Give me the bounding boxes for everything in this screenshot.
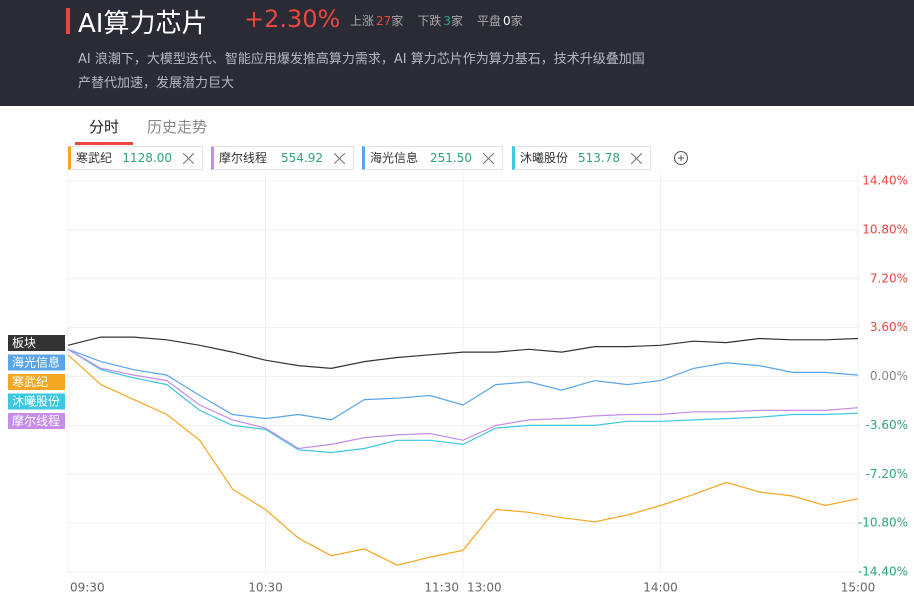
series-line: [67, 348, 859, 421]
stat-count: 27: [376, 14, 392, 28]
stock-chip: 沐曦股份 513.78: [512, 146, 651, 170]
tab[interactable]: 分时: [75, 114, 134, 145]
y-tick-label: -3.60%: [866, 418, 908, 432]
stock-chip: 海光信息 251.50: [362, 146, 503, 170]
stat-unit: 家: [510, 14, 523, 28]
stat-unit: 家: [391, 14, 404, 28]
legend-label: 摩尔线程: [12, 413, 60, 428]
stock-chip: 寒武纪 1128.00: [68, 146, 203, 170]
stock-price: 1128.00: [122, 151, 172, 165]
legend-swatch: [8, 374, 65, 390]
header: AI算力芯片 +2.30% 上涨 27家 下跌 3家 平盘 0家 AI 浪潮下，大模型迭代…: [0, 0, 914, 106]
legend-label: 板块: [12, 336, 36, 350]
tabs: 分时 历史走势: [75, 114, 221, 145]
stats: 上涨 27家 下跌 3家 平盘 0家: [350, 12, 523, 29]
y-tick-label: 0.00%: [870, 369, 908, 383]
stock-name: 沐曦股份: [520, 151, 569, 165]
x-tick-label: 09:30: [70, 581, 105, 595]
remove-button[interactable]: [183, 153, 194, 164]
stat-label: 平盘: [476, 14, 501, 28]
stat: 下跌 3家: [417, 12, 463, 29]
legend-label: 沐曦股份: [12, 395, 60, 409]
y-tick-label: -14.40%: [858, 565, 908, 579]
series-line: [67, 348, 859, 450]
remove-button[interactable]: [631, 153, 642, 164]
y-tick-label: 7.20%: [870, 271, 908, 285]
stat-label: 下跌: [417, 14, 442, 28]
stock-chip: 摩尔线程 554.92: [211, 146, 354, 170]
y-tick-label: 14.40%: [862, 174, 908, 188]
stat-count: 0: [503, 14, 511, 28]
stat-unit: 家: [450, 14, 463, 28]
legend-label: 寒武纪: [12, 374, 48, 389]
legend-swatch: [8, 393, 65, 410]
x-tick-label: 14:00: [643, 581, 678, 595]
change: +2.30%: [244, 5, 341, 33]
stat-label: 上涨: [350, 14, 375, 28]
legend-swatch: [8, 335, 65, 351]
y-tick-label: 3.60%: [870, 320, 908, 334]
title-accent: [66, 8, 70, 34]
x-tick-label: 11:30: [424, 581, 459, 595]
stock-name: 海光信息: [370, 151, 419, 165]
tab[interactable]: 历史走势: [147, 118, 208, 136]
series-line: [67, 336, 859, 370]
remove-button[interactable]: [483, 153, 494, 164]
y-tick-label: 10.80%: [862, 222, 908, 236]
series-line: [67, 348, 859, 454]
stock-name: 寒武纪: [76, 151, 113, 165]
stat: 平盘 0家: [477, 12, 523, 29]
remove-button[interactable]: [334, 153, 345, 164]
legend-label: 海光信息: [12, 355, 60, 370]
add-button[interactable]: [672, 150, 690, 168]
stock-price: 251.50: [430, 151, 472, 165]
description-line: AI 浪潮下，大模型迭代、智能应用爆发推高算力需求，AI 算力芯片作为算力基石，…: [78, 52, 645, 67]
stock-price: 554.92: [281, 151, 323, 165]
y-tick-label: -7.20%: [866, 467, 908, 481]
stat: 上涨 27家: [350, 12, 403, 29]
stock-price: 513.78: [578, 151, 620, 165]
x-tick-label: 15:00: [841, 581, 876, 595]
legend-swatch: [8, 413, 65, 429]
x-tick-label: 13:00: [467, 581, 502, 595]
x-tick-label: 10:30: [248, 581, 283, 595]
y-tick-label: -10.80%: [858, 516, 908, 530]
stat-count: 3: [443, 14, 451, 28]
stock-name: 摩尔线程: [219, 151, 268, 165]
legend-swatch: [8, 354, 65, 371]
series-line: [67, 354, 859, 566]
description: AI 浪潮下，大模型迭代、智能应用爆发推高算力需求，AI 算力芯片作为算力基石，…: [78, 48, 718, 96]
description-line: 产替代加速，发展潜力巨大: [78, 76, 235, 91]
title: AI算力芯片: [78, 9, 208, 39]
